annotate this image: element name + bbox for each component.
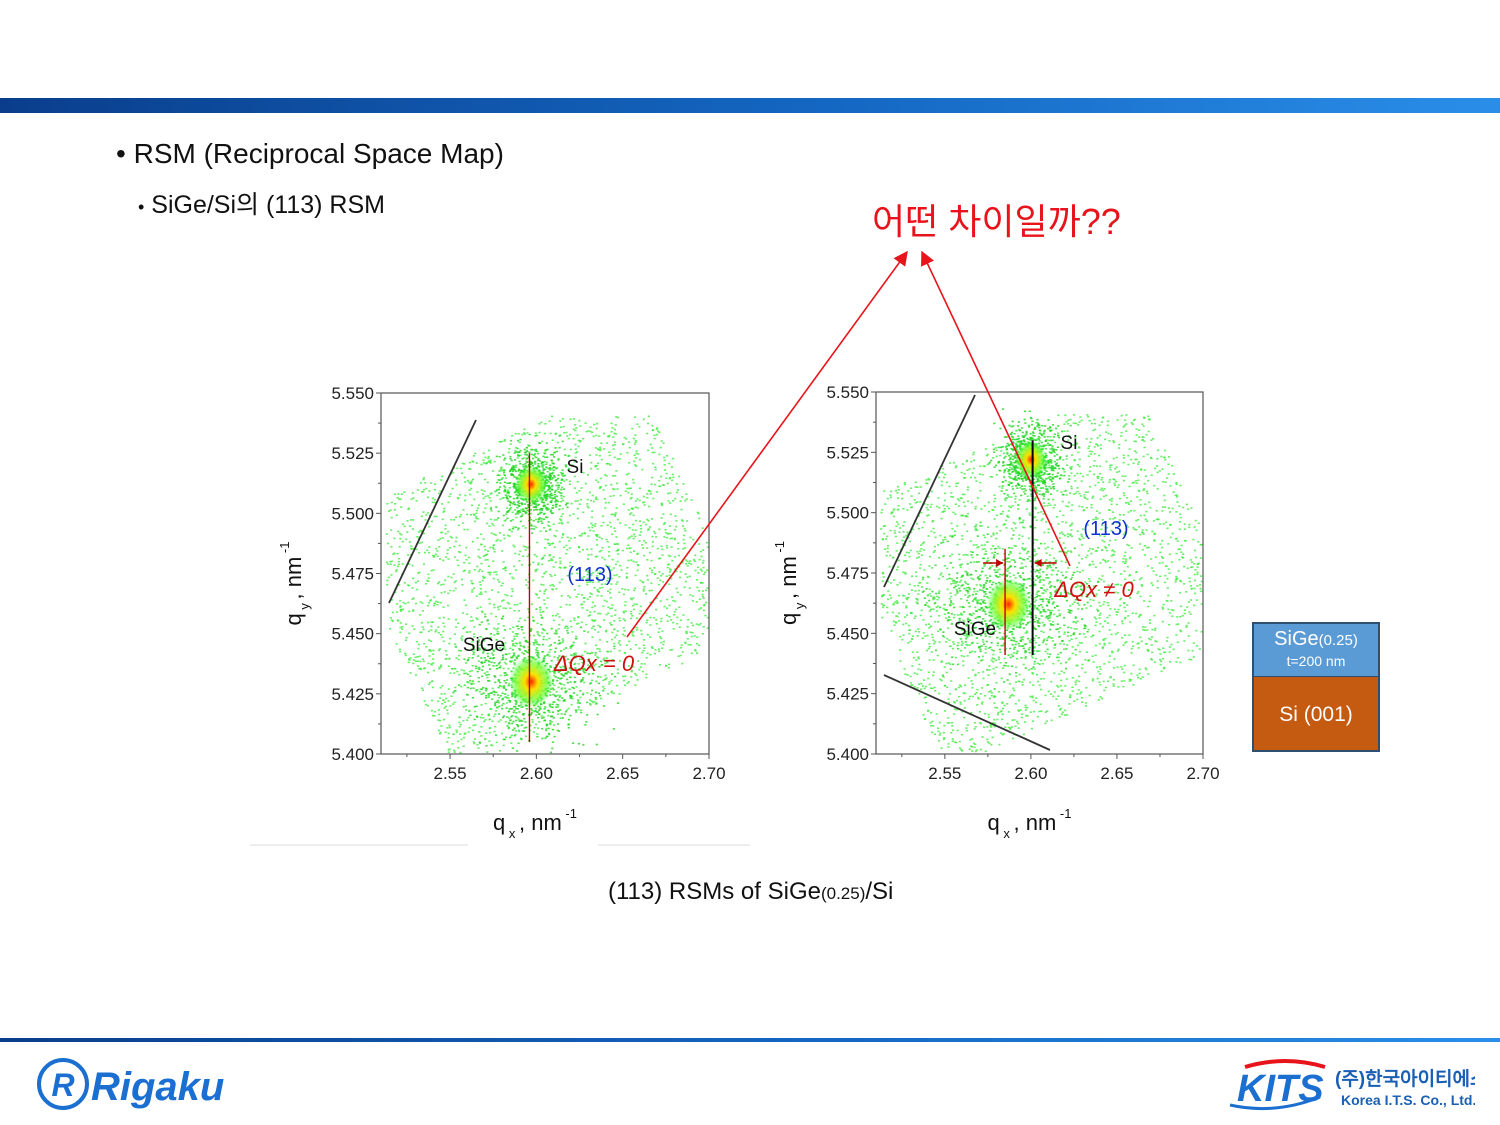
peak-sige bbox=[509, 655, 554, 709]
y-tick-label: 5.450 bbox=[331, 625, 374, 644]
x-tick-label: 2.60 bbox=[520, 764, 553, 783]
arrow-left-to-question bbox=[626, 250, 908, 638]
x-tick-label: 2.70 bbox=[1186, 764, 1219, 783]
x-axis-label: q x , nm -1 bbox=[493, 806, 577, 841]
bullet-level1: • RSM (Reciprocal Space Map) bbox=[116, 138, 504, 169]
y-tick-label: 5.550 bbox=[331, 384, 374, 403]
annotation-113: (113) bbox=[1083, 518, 1128, 540]
y-tick-label: 5.400 bbox=[331, 745, 374, 764]
y-tick-label: 5.400 bbox=[826, 745, 869, 764]
peak-si bbox=[1014, 440, 1047, 479]
arrow-right-to-question bbox=[921, 250, 1071, 567]
y-axis-label: q y , nm -1 bbox=[277, 542, 312, 626]
annotation-sige: SiGe bbox=[463, 635, 505, 656]
y-tick-label: 5.550 bbox=[826, 383, 869, 402]
x-axis-label: q x , nm -1 bbox=[988, 806, 1072, 841]
x-tick-label: 2.55 bbox=[928, 764, 961, 783]
delta-arrowhead-right bbox=[1034, 559, 1042, 567]
y-tick-label: 5.425 bbox=[826, 685, 869, 704]
layer-si-substrate: Si (001) bbox=[1252, 677, 1380, 752]
y-axis-label: q y , nm -1 bbox=[772, 541, 807, 625]
rigaku-logo: R Rigaku bbox=[37, 1058, 224, 1110]
y-tick-label: 5.500 bbox=[826, 504, 869, 523]
header-band bbox=[0, 98, 1500, 113]
x-tick-label: 2.60 bbox=[1014, 764, 1047, 783]
rsm-chart-right: 5.400 5.425 5.450 5.475 5.500 5.525 5.550 2.55 2… bbox=[772, 383, 1220, 841]
figure-caption: (113) RSMs of SiGe(0.25)/Si bbox=[608, 878, 894, 905]
y-tick-label: 5.475 bbox=[826, 564, 869, 583]
y-tick-label: 5.500 bbox=[331, 504, 374, 523]
x-tick-label: 2.70 bbox=[692, 764, 725, 783]
rsm-chart-left: 5.400 5.425 5.450 5.475 5.500 5.525 5.550 2.55 2… bbox=[277, 384, 726, 841]
y-tick-label: 5.475 bbox=[331, 565, 374, 584]
peak-sige bbox=[986, 577, 1031, 631]
scan-boundary bbox=[388, 419, 477, 604]
scan-noise bbox=[385, 415, 709, 754]
annotation-delta-qx: ΔQx ≠ 0 bbox=[1053, 577, 1134, 602]
y-tick-label: 5.525 bbox=[826, 443, 869, 462]
y-tick-label: 5.450 bbox=[826, 624, 869, 643]
peak-si bbox=[515, 465, 548, 504]
x-tick-label: 2.65 bbox=[1100, 764, 1133, 783]
x-tick-label: 2.55 bbox=[434, 764, 467, 783]
question-text: 어떤 차이일까?? bbox=[872, 201, 1121, 242]
scan-noise bbox=[880, 414, 1203, 753]
annotation-sige: SiGe bbox=[954, 619, 996, 640]
y-tick-label: 5.425 bbox=[331, 685, 374, 704]
kits-logo: KITS (주)한국아이티에스 Korea I.T.S. Co., Ltd. bbox=[1229, 1059, 1475, 1111]
layer-sige: SiGe(0.25) t=200 nm bbox=[1252, 622, 1380, 678]
y-tick-label: 5.525 bbox=[331, 444, 374, 463]
footer-band bbox=[0, 1038, 1500, 1042]
annotation-si: Si bbox=[1061, 433, 1078, 454]
x-tick-label: 2.65 bbox=[606, 764, 639, 783]
annotation-si: Si bbox=[567, 457, 584, 478]
delta-arrowhead-left bbox=[996, 559, 1004, 567]
annotation-delta-qx: ΔQx = 0 bbox=[553, 651, 635, 676]
annotation-113: (113) bbox=[567, 564, 612, 586]
scan-boundary-lower bbox=[883, 674, 1051, 751]
scan-boundary bbox=[883, 394, 976, 588]
bullet-level2: • SiGe/Si의 (113) RSM bbox=[138, 191, 385, 219]
